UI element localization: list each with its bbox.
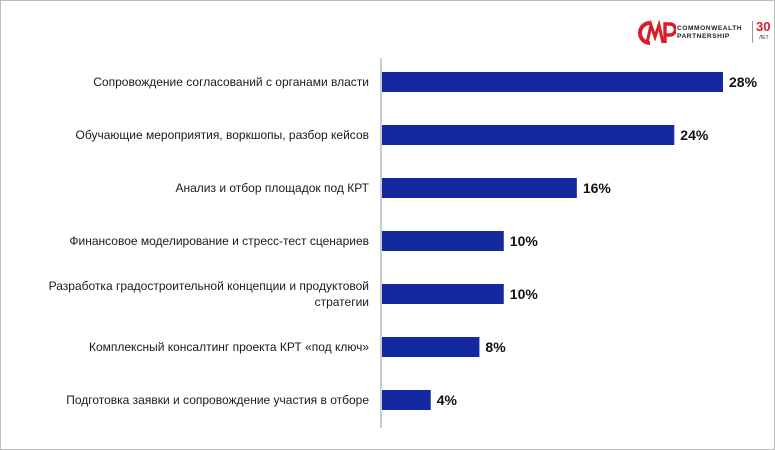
category-label-line: Подготовка заявки и сопровождение участи… xyxy=(66,393,369,407)
category-label: Комплексный консалтинг проекта КРТ «под … xyxy=(89,340,369,354)
anniversary-unit: ЛЕТ xyxy=(759,35,769,41)
category-label-line: Сопровождение согласований с органами вл… xyxy=(93,75,369,89)
company-logo: COMMONWEALTH PARTNERSHIP 30 ЛЕТ xyxy=(638,18,770,50)
value-label: 8% xyxy=(485,339,506,355)
category-label: Подготовка заявки и сопровождение участи… xyxy=(66,393,369,407)
logo-wordmark: COMMONWEALTH PARTNERSHIP xyxy=(677,25,742,41)
category-label-line: Анализ и отбор площадок под КРТ xyxy=(176,181,370,195)
bar xyxy=(382,390,431,410)
category-label: Анализ и отбор площадок под КРТ xyxy=(176,181,370,195)
value-label: 16% xyxy=(583,180,612,196)
value-label: 24% xyxy=(680,127,709,143)
category-label-line: Обучающие мероприятия, воркшопы, разбор … xyxy=(76,128,369,142)
category-label-line: Разработка градостроительной концепции и… xyxy=(49,279,369,293)
category-label-line: Финансовое моделирование и стресс-тест с… xyxy=(69,234,369,248)
value-label: 4% xyxy=(437,392,458,408)
anniversary-number: 30 xyxy=(756,19,771,34)
category-label: Сопровождение согласований с органами вл… xyxy=(93,75,369,89)
cmwp-logo-mark-icon xyxy=(638,19,678,45)
category-label: Финансовое моделирование и стресс-тест с… xyxy=(69,234,369,248)
category-label-line: стратегии xyxy=(315,295,369,309)
value-label: 10% xyxy=(510,286,539,302)
bar xyxy=(382,125,675,145)
category-label: Обучающие мероприятия, воркшопы, разбор … xyxy=(76,128,369,142)
bar xyxy=(382,337,480,357)
logo-line-2: PARTNERSHIP xyxy=(677,33,730,40)
value-label: 10% xyxy=(510,233,539,249)
logo-line-1: COMMONWEALTH xyxy=(677,25,743,32)
bar xyxy=(382,178,577,198)
category-label: Разработка градостроительной концепции и… xyxy=(49,279,369,309)
category-label-line: Комплексный консалтинг проекта КРТ «под … xyxy=(89,340,369,354)
bar xyxy=(382,72,723,92)
bar xyxy=(382,231,504,251)
logo-divider xyxy=(752,21,753,43)
value-label: 28% xyxy=(729,74,758,90)
bar xyxy=(382,284,504,304)
